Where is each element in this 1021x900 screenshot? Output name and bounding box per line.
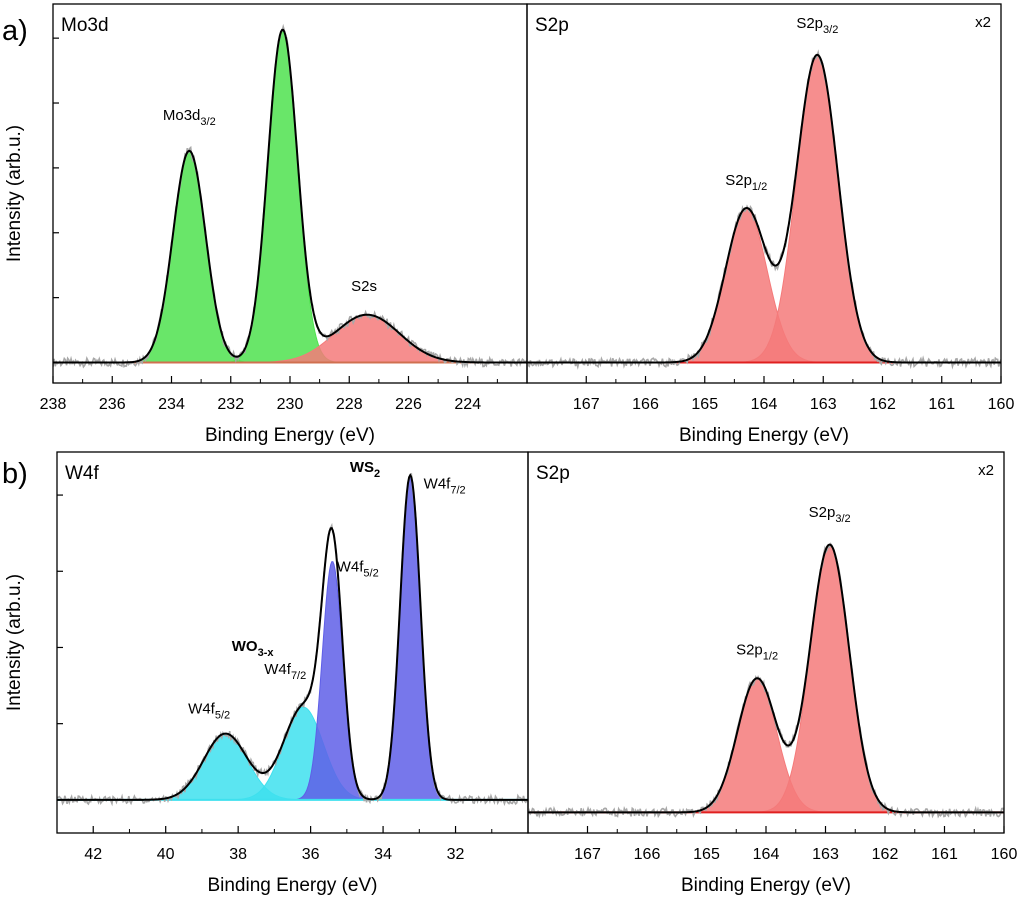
y-axis-title-b_left: Intensity (arb.u.) [4,574,25,711]
peak-label-b_left-2: W4f5/2 [337,558,379,579]
x-tick-label-b_right-6: 161 [931,846,958,863]
region-label-b_right: S2p [536,463,570,484]
x-tick-label-b_left-3: 36 [302,846,320,863]
x-axis-title-b_left: Binding Energy (eV) [207,875,377,896]
plot-area-a_right [527,49,1001,370]
panel-label-b: b) [2,458,28,490]
chart-a_left: 238 236 234 232 230 228 226 224 Binding Energy (… [4,3,528,446]
envelope-a_left [53,28,527,364]
x-tick-label-b_right-2: 165 [693,846,720,863]
x-tick-label-b_left-2: 38 [229,846,247,863]
envelope-b_right [528,543,1004,814]
x-tick-label-a_left-2: 234 [158,396,185,413]
scale-note-b_right: x2 [978,462,994,479]
peak-a_right-0 [527,208,1001,364]
x-tick-label-a_left-1: 236 [99,396,126,413]
x-tick-label-b_right-3: 164 [753,846,780,863]
x-axis-title-a_right: Binding Energy (eV) [679,425,849,446]
peak-a_left-1 [53,30,527,364]
y-axis-title-a_left: Intensity (arb.u.) [4,125,25,262]
chart-b_right: 167 166 165 164 163 162 161 160 Binding Energy (… [527,451,1018,896]
plot-area-b_right [528,542,1004,819]
peak-label-a_right-0: S2p1/2 [725,172,767,193]
x-tick-label-b_right-0: 167 [574,846,601,863]
x-tick-label-b_right-4: 163 [812,846,839,863]
x-tick-label-b_left-0: 42 [84,846,102,863]
peak-label-a_right-1: S2p3/2 [796,15,838,36]
envelope-a_right [527,53,1001,364]
x-tick-label-a_right-2: 165 [691,396,718,413]
region-label-a_right: S2p [535,15,569,36]
peak-label-a_left-0: Mo3d3/2 [163,107,216,128]
peak-label-a_left-2: S2s [351,278,377,295]
x-tick-label-a_left-0: 238 [40,396,67,413]
chart-b_left: 42 40 38 36 34 32 Binding Energy (eV) Intensity… [4,451,529,896]
plot-panels: 238 236 234 232 230 228 226 224 Binding Energy (… [4,3,1018,896]
x-tick-label-a_right-1: 166 [632,396,659,413]
peak-label-b_left-5: WS2 [350,459,380,480]
x-tick-label-b_right-7: 160 [991,846,1018,863]
x-tick-label-a_right-5: 162 [869,396,896,413]
region-label-a_left: Mo3d [61,15,109,36]
x-tick-label-a_left-4: 230 [277,396,304,413]
peak-label-b_left-0: W4f5/2 [188,701,230,722]
x-tick-label-a_right-3: 164 [751,396,778,413]
scale-note-a_right: x2 [975,14,991,31]
x-tick-label-a_right-7: 160 [988,396,1015,413]
plot-area-a_left [53,23,527,369]
envelope-b_left [57,473,528,801]
x-tick-label-a_right-6: 161 [928,396,955,413]
peak-label-b_left-4: WO3-x [232,638,275,659]
x-axis-title-b_right: Binding Energy (eV) [681,875,851,896]
x-tick-label-a_left-3: 232 [217,396,244,413]
x-axis-title-a_left: Binding Energy (eV) [205,425,375,446]
x-tick-label-a_left-7: 224 [454,396,481,413]
peak-b_right-0 [528,678,1004,813]
x-tick-label-b_right-5: 162 [872,846,899,863]
plot-area-b_left [57,472,528,807]
x-tick-label-a_right-0: 167 [573,396,600,413]
panel-label-a: a) [2,15,28,47]
region-label-b_left: W4f [65,463,100,484]
x-tick-label-a_left-5: 228 [336,396,363,413]
x-tick-label-b_right-1: 166 [634,846,661,863]
x-tick-label-a_right-4: 163 [810,396,837,413]
peak-label-b_right-0: S2p1/2 [736,642,778,663]
peak-label-b_left-1: W4f7/2 [264,661,306,682]
x-tick-label-b_left-4: 34 [374,846,392,863]
peak-label-b_right-1: S2p3/2 [809,504,851,525]
chart-a_right: 167 166 165 164 163 162 161 160 Binding Energy (… [526,3,1015,446]
x-tick-label-b_left-5: 32 [447,846,465,863]
peak-label-b_left-3: W4f7/2 [424,475,466,496]
x-tick-label-a_left-6: 226 [395,396,422,413]
x-tick-label-b_left-1: 40 [157,846,175,863]
